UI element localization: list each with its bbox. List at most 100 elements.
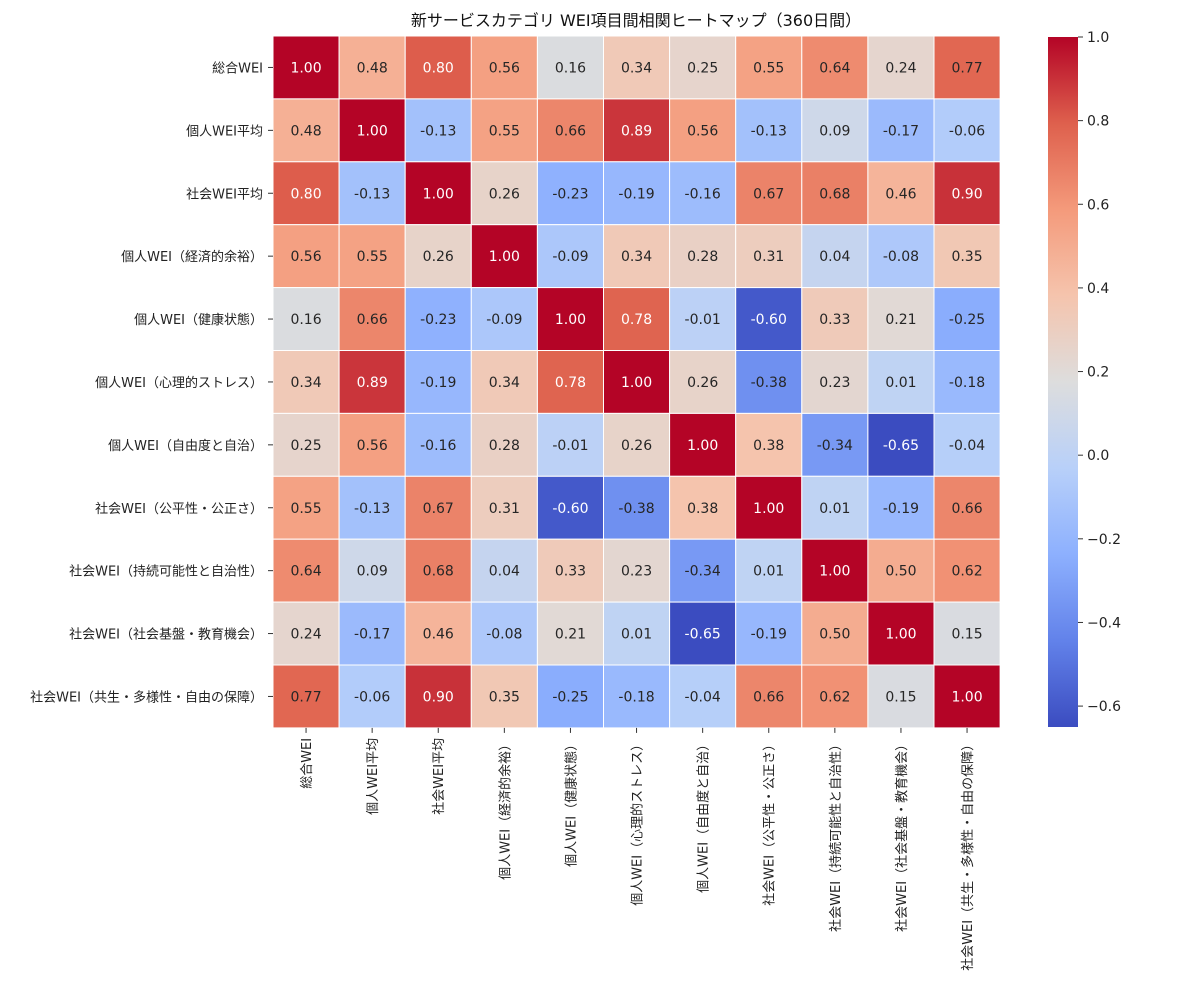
col-tick-label: 社会WEI平均: [431, 738, 447, 815]
col-tick-label: 社会WEI（共生・多様性・自由の保障）: [960, 738, 976, 971]
heatmap-cell: [603, 412, 671, 477]
cell-value-label: -0.01: [685, 312, 721, 328]
heatmap-cell: [338, 35, 406, 100]
heatmap-cell: [470, 224, 538, 289]
cell-value-label: 0.66: [555, 123, 586, 139]
heatmap-cell: [933, 350, 1001, 414]
cell-value-label: -0.13: [354, 186, 390, 202]
cell-value-label: 0.16: [290, 312, 321, 328]
heatmap-cell: [338, 412, 406, 477]
cell-value-label: 1.00: [819, 564, 850, 580]
cell-value-label: 0.55: [357, 249, 388, 265]
heatmap-cell: [867, 475, 935, 540]
cell-value-label: 0.46: [885, 186, 916, 202]
cell-value-label: -0.60: [751, 312, 787, 328]
row-tick-label: 個人WEI平均: [186, 124, 263, 139]
heatmap-cell: [404, 664, 472, 729]
cell-value-label: 0.67: [753, 186, 784, 202]
cell-value-label: 1.00: [489, 249, 520, 265]
cell-value-label: 0.55: [290, 501, 321, 517]
cell-value-label: -0.25: [949, 312, 985, 328]
heatmap-cell: [470, 350, 538, 414]
cell-value-label: -0.23: [552, 186, 588, 202]
cell-value-label: -0.19: [420, 375, 456, 391]
heatmap-cell: [801, 350, 869, 414]
cell-value-label: -0.60: [552, 501, 588, 517]
cell-value-label: 1.00: [290, 60, 321, 76]
heatmap-cell: [272, 161, 340, 226]
row-tick-label: 社会WEI（公平性・公正さ）: [95, 501, 263, 517]
row-tick-label: 個人WEI（自由度と自治）: [108, 438, 263, 454]
cell-value-label: 0.01: [885, 375, 916, 391]
colorbar: 1.0 0.8 0.6 0.4 0.2 0.0 −0.2 −0.4 −0.6: [1048, 30, 1121, 727]
heatmap-cell: [603, 664, 671, 729]
cell-value-label: -0.23: [420, 312, 456, 328]
cell-value-label: -0.13: [354, 501, 390, 517]
cell-value-label: 0.24: [290, 627, 321, 643]
cell-value-label: -0.06: [354, 689, 390, 705]
heatmap-cell: [536, 475, 605, 540]
heatmap-cell: [404, 601, 472, 666]
heatmap-cell: [801, 664, 869, 729]
cell-value-label: 0.26: [423, 249, 454, 265]
heatmap-cell: [470, 601, 538, 666]
col-labels: 総合WEI 個人WEI平均 社会WEI平均 個人WEI（経済的余裕） 個人WEI（健康状…: [300, 727, 976, 971]
heatmap-cell: [470, 287, 538, 352]
heatmap-cell: [470, 35, 538, 100]
cell-value-label: 0.01: [621, 627, 652, 643]
heatmap-cell: [470, 538, 538, 603]
heatmap-cell: [603, 35, 671, 100]
row-tick-label: 個人WEI（経済的余裕）: [121, 249, 263, 265]
cell-value-label: 0.23: [819, 375, 850, 391]
cell-value-label: -0.16: [420, 438, 456, 454]
col-tick-label: 個人WEI平均: [366, 738, 381, 815]
heatmap-cell: [801, 412, 869, 477]
cell-value-label: 0.25: [687, 60, 718, 76]
colorbar-tick-label: −0.6: [1087, 699, 1121, 715]
cell-value-label: -0.06: [949, 123, 985, 139]
colorbar-tick-label: 1.0: [1087, 30, 1109, 46]
cell-value-label: 0.90: [951, 186, 982, 202]
heatmap-cell: [867, 98, 935, 163]
row-tick-label: 社会WEI（持続可能性と自治性）: [69, 564, 263, 580]
heatmap-cell: [338, 664, 406, 729]
heatmap-cell: [867, 224, 935, 289]
heatmap-cell: [272, 35, 340, 100]
cell-value-label: 0.78: [555, 375, 586, 391]
cell-value-label: -0.09: [486, 312, 522, 328]
heatmap-cell: [669, 98, 737, 163]
heatmap-cell: [603, 224, 671, 289]
cell-value-label: 0.67: [423, 501, 454, 517]
colorbar-tick-label: −0.2: [1087, 532, 1121, 548]
cell-value-label: 0.01: [753, 564, 784, 580]
cell-value-label: 1.00: [555, 312, 586, 328]
cell-value-label: -0.25: [552, 689, 588, 705]
heatmap-cell: [933, 35, 1001, 100]
cell-value-label: 0.01: [819, 501, 850, 517]
cell-value-label: 0.78: [621, 312, 652, 328]
col-tick-label: 総合WEI: [300, 738, 315, 789]
cell-value-label: 1.00: [951, 689, 982, 705]
cell-value-label: 0.66: [951, 501, 982, 517]
heatmap-cell: [867, 412, 935, 477]
heatmap-cell: [801, 224, 869, 289]
cell-value-label: 0.26: [621, 438, 652, 454]
cell-value-label: 0.66: [357, 312, 388, 328]
cell-value-label: -0.17: [354, 627, 390, 643]
cell-value-label: 0.04: [489, 564, 520, 580]
cell-value-label: -0.13: [751, 123, 787, 139]
heatmap-cell: [669, 412, 737, 477]
colorbar-tick-label: 0.2: [1087, 365, 1109, 381]
cell-value-label: 0.24: [885, 60, 916, 76]
heatmap-cell: [603, 287, 671, 352]
heatmap-cell: [536, 287, 605, 352]
heatmap-cell: [933, 161, 1001, 226]
cell-value-label: -0.01: [552, 438, 588, 454]
heatmap-cell: [272, 350, 340, 414]
cell-value-label: 0.23: [621, 564, 652, 580]
heatmap-cell: [536, 601, 605, 666]
heatmap-cell: [669, 287, 737, 352]
heatmap-cell: [735, 98, 803, 163]
heatmap-cell: [735, 412, 803, 477]
heatmap-cell: [933, 664, 1001, 729]
